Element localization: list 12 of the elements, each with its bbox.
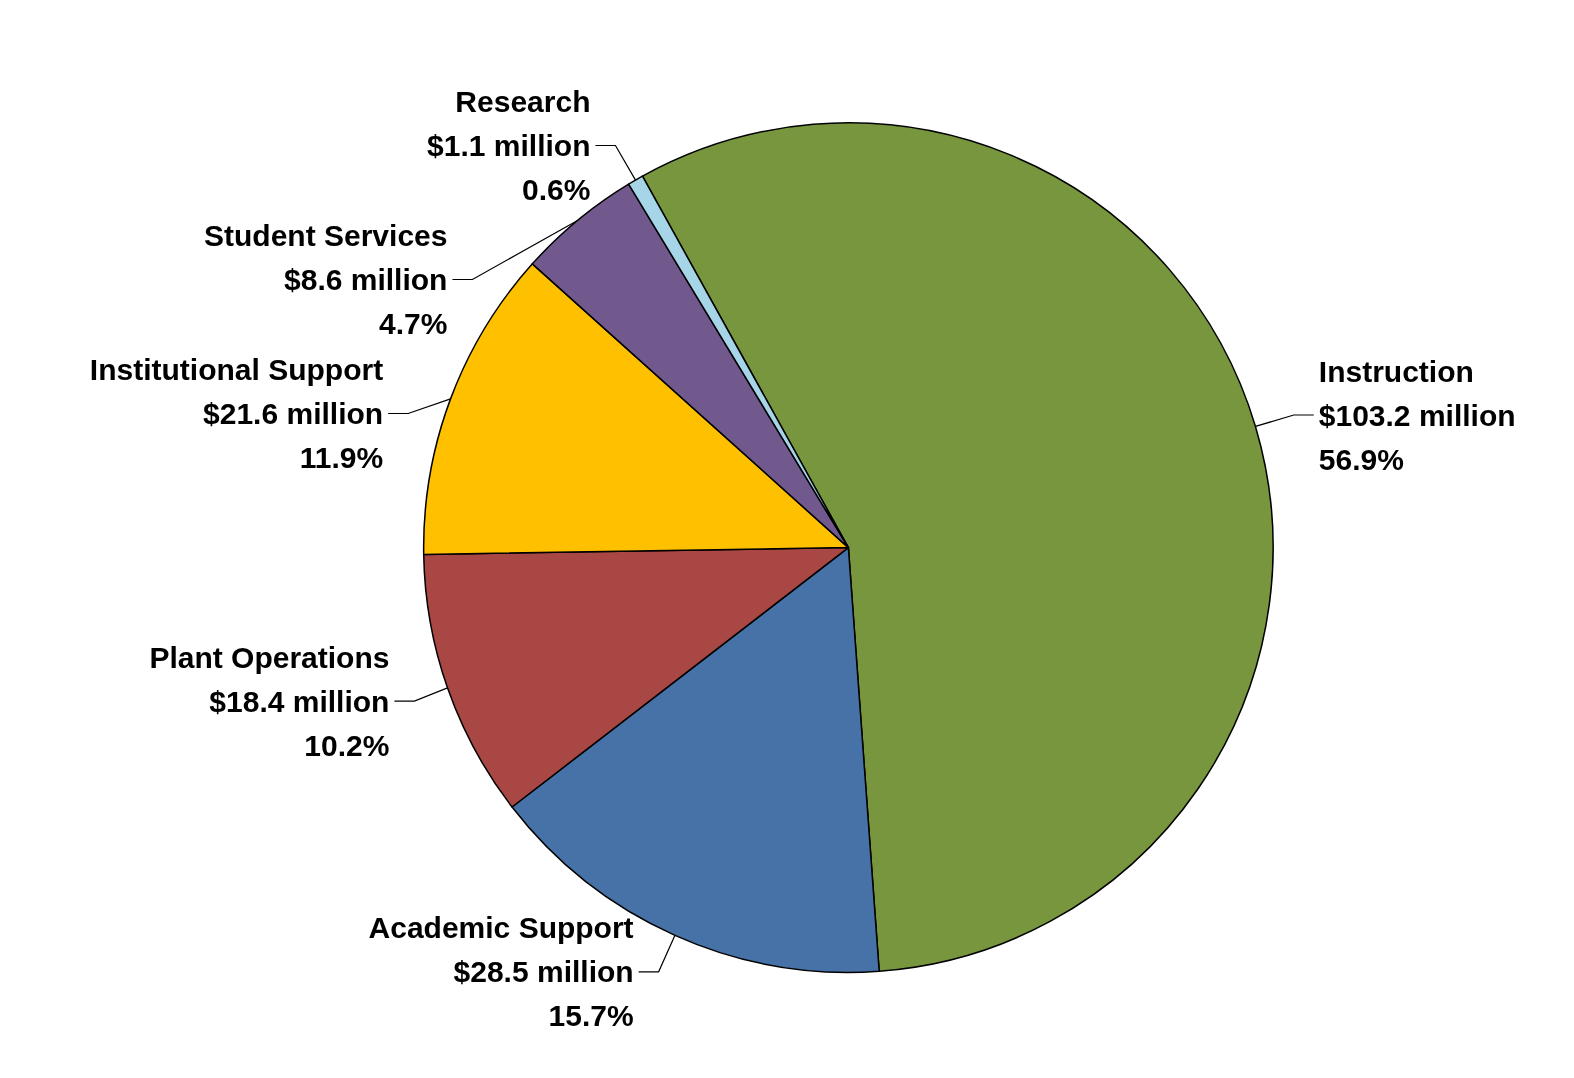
data-label: $103.2 million 56.9% bbox=[1318, 398, 1516, 476]
slice-label: Research bbox=[455, 84, 591, 118]
slice-label: Plant Operations bbox=[149, 640, 390, 674]
slice-label: Instruction bbox=[1318, 354, 1474, 388]
slice-label: Institutional Support bbox=[89, 352, 384, 386]
data-label: $21.6 million 11.9% bbox=[203, 396, 384, 474]
data-label: $28.5 million 15.7% bbox=[453, 955, 634, 1033]
data-label: $18.4 million 10.2% bbox=[209, 684, 390, 762]
slice-label: Student Services bbox=[204, 218, 448, 252]
data-label: $1.1 million 0.6% bbox=[427, 128, 591, 206]
data-label: $8.6 million 4.7% bbox=[284, 262, 448, 340]
slice-label: Academic Support bbox=[368, 911, 634, 945]
